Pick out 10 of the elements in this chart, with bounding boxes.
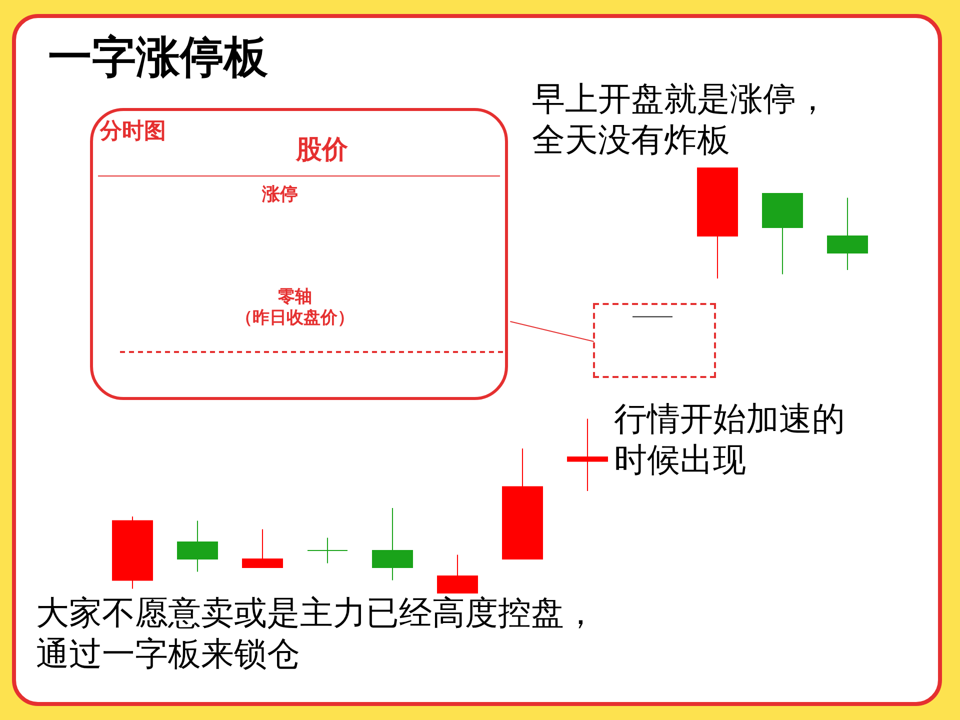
annotation: 行情开始加速的时候出现 <box>614 398 846 480</box>
chart-title: 一字涨停板 <box>48 31 268 85</box>
annotation: 零轴（昨日收盘价） <box>234 287 356 330</box>
candlestick <box>307 537 348 564</box>
text: 分时图 <box>100 118 166 146</box>
text: 早上开盘就是涨停，全天没有炸板 <box>532 78 830 160</box>
text: 股价 <box>296 134 348 166</box>
candlestick <box>567 418 608 492</box>
annotation: 大家不愿意卖或是主力已经高度控盘，通过一字板来锁仓 <box>36 592 598 674</box>
annotation: 涨停 <box>260 184 299 206</box>
